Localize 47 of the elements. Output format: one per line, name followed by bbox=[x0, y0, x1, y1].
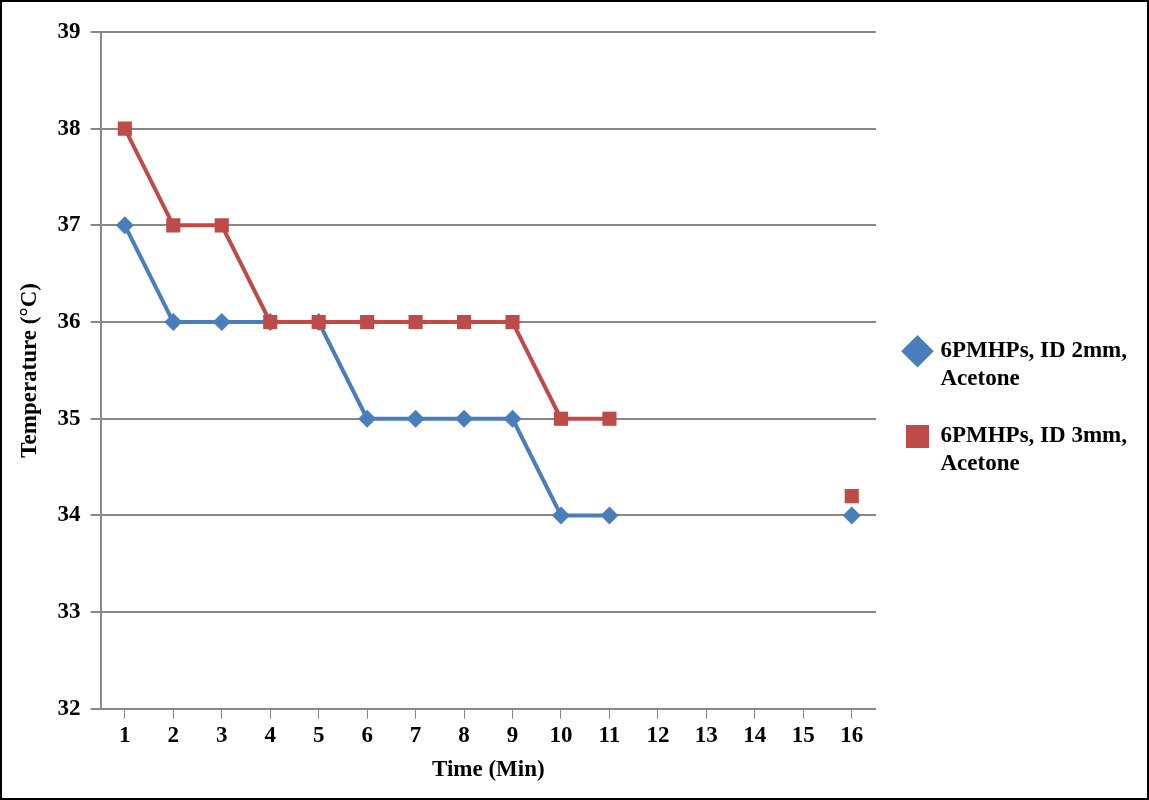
y-tick-label: 38 bbox=[57, 114, 81, 140]
point bbox=[842, 506, 861, 525]
x-tick-label: 11 bbox=[598, 721, 621, 747]
y-axis-title: Temperature (°C) bbox=[15, 283, 41, 458]
point bbox=[503, 409, 522, 428]
point bbox=[115, 216, 134, 235]
point bbox=[551, 506, 570, 525]
x-tick-label: 13 bbox=[694, 721, 718, 747]
point bbox=[456, 314, 472, 330]
x-tick-label: 8 bbox=[458, 721, 470, 747]
point bbox=[600, 506, 619, 525]
x-tick-label: 6 bbox=[361, 721, 373, 747]
point bbox=[164, 313, 183, 332]
point bbox=[358, 409, 377, 428]
x-tick-label: 12 bbox=[646, 721, 670, 747]
legend-label: 6PMHPs, ID 3mm, Acetone bbox=[940, 422, 1127, 476]
point bbox=[360, 314, 375, 330]
point bbox=[602, 411, 617, 426]
y-tick-label: 32 bbox=[57, 694, 81, 720]
x-tick-label: 3 bbox=[216, 721, 228, 747]
point bbox=[406, 409, 425, 428]
point bbox=[553, 411, 569, 426]
point bbox=[844, 489, 859, 504]
y-tick-label: 35 bbox=[57, 404, 81, 430]
x-tick-label: 10 bbox=[549, 721, 573, 747]
point bbox=[408, 314, 423, 330]
point bbox=[455, 409, 474, 428]
x-tick-label: 9 bbox=[506, 721, 519, 747]
y-tick-label: 39 bbox=[57, 17, 81, 43]
x-tick-label: 2 bbox=[167, 721, 180, 747]
x-tick-label: 15 bbox=[791, 721, 815, 747]
point bbox=[117, 121, 132, 136]
y-tick-label: 33 bbox=[57, 598, 81, 624]
y-tick-label: 36 bbox=[57, 307, 81, 333]
y-tick-label: 34 bbox=[57, 501, 82, 527]
x-axis-title: Time (Min) bbox=[431, 756, 545, 782]
point bbox=[505, 314, 520, 330]
x-tick-label: 7 bbox=[409, 721, 422, 747]
legend-label: 6PMHPs, ID 2mm, Acetone bbox=[940, 337, 1127, 390]
x-tick-label: 16 bbox=[840, 721, 864, 747]
x-tick-label: 14 bbox=[743, 721, 767, 747]
y-tick-label: 37 bbox=[57, 211, 81, 237]
x-tick-label: 4 bbox=[264, 721, 277, 747]
point bbox=[214, 218, 229, 233]
x-tick-label: 1 bbox=[119, 721, 131, 747]
point bbox=[166, 218, 181, 233]
x-tick-label: 5 bbox=[312, 721, 325, 747]
